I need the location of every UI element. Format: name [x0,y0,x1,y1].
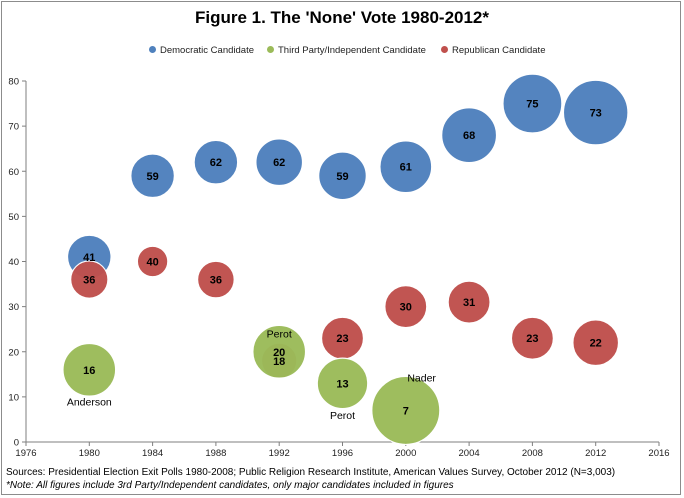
data-label-republican: 36 [83,275,95,287]
bubble-republican [572,319,620,367]
y-tick-label: 30 [8,302,19,313]
data-label-republican: 23 [526,333,538,345]
sources-text: Sources: Presidential Election Exit Poll… [6,467,616,478]
x-tick-label: 1992 [269,448,290,459]
legend-item-third-party: Third Party/Independent Candidate [267,45,426,56]
y-tick-label: 70 [8,122,19,133]
data-label-democratic: 41 [83,252,95,264]
chart-legend: Democratic Candidate Third Party/Indepen… [0,45,684,59]
data-label-republican: 22 [590,338,602,350]
chart-title: Figure 1. The 'None' Vote 1980-2012* [194,8,490,27]
x-tick-label: 1980 [79,448,100,459]
note-text: *Note: All figures include 3rd Party/Ind… [6,480,454,491]
x-tick-label: 1988 [205,448,226,459]
x-tick-label: 2016 [648,448,669,459]
y-tick-label: 0 [14,438,19,449]
bubble-third [252,324,307,379]
bubble-democratic [130,153,175,199]
data-label-democratic: 62 [273,157,285,169]
bubble-democratic [379,140,433,194]
x-tick-label: 1984 [142,448,163,459]
y-tick-label: 40 [8,257,19,268]
bubble-democratic [255,138,304,187]
bubble-republican [447,280,491,324]
legend-marker-republican [441,46,448,53]
data-label-republican: 30 [400,302,412,314]
bubble-democratic [562,79,629,146]
bubble-republican [196,260,235,299]
x-tick-label: 2008 [522,448,543,459]
y-tick-label: 50 [8,212,19,223]
data-label-third: 13 [336,378,348,390]
bubble-democratic [318,151,367,201]
data-label-democratic: 75 [526,99,538,111]
bubble-democratic [502,73,563,134]
annotation-label: Perot [330,410,355,422]
bubble-republican [510,316,554,360]
legend-label-third-party: Third Party/Independent Candidate [278,45,426,56]
data-label-third: 16 [83,365,95,377]
annotation-label: Perot [267,329,292,341]
x-tick-label: 2004 [459,448,480,459]
y-tick-label: 20 [8,347,19,358]
x-tick-label: 2012 [585,448,606,459]
legend-item-democratic: Democratic Candidate [149,45,254,56]
bubble-democratic [193,139,239,185]
y-tick-label: 80 [8,77,19,88]
bubble-third [62,342,117,397]
data-label-third: 20 [273,347,285,359]
data-label-republican: 40 [146,257,158,269]
annotation-label: Nader [407,372,436,384]
legend-marker-democratic [149,46,156,53]
y-tick-label: 10 [8,392,19,403]
data-label-republican: 36 [210,275,222,287]
data-label-republican: 31 [463,297,475,309]
legend-marker-third-party [267,46,274,53]
x-tick-label: 2000 [395,448,416,459]
x-tick-label: 1976 [15,448,36,459]
data-label-democratic: 73 [590,108,602,120]
data-label-republican: 23 [336,333,348,345]
x-tick-label: 1996 [332,448,353,459]
bubble-third [316,357,369,410]
chart-footer: Sources: Presidential Election Exit Poll… [6,466,615,492]
legend-label-republican: Republican Candidate [452,45,546,56]
bubble-third [371,375,441,446]
legend-item-republican: Republican Candidate [441,45,545,56]
data-label-democratic: 59 [336,171,348,183]
data-label-democratic: 59 [146,171,158,183]
data-label-democratic: 68 [463,130,475,142]
annotation-label: Anderson [67,396,112,408]
bubble-republican [384,285,428,329]
data-label-democratic: 61 [400,162,412,174]
data-label-democratic: 62 [210,157,222,169]
y-tick-label: 60 [8,167,19,178]
bubble-republican [70,260,109,299]
legend-label-democratic: Democratic Candidate [160,45,254,56]
bubble-democratic [441,107,498,164]
bubble-republican [136,245,169,278]
data-label-third: 7 [403,405,409,417]
data-label-republican: 18 [273,356,285,368]
